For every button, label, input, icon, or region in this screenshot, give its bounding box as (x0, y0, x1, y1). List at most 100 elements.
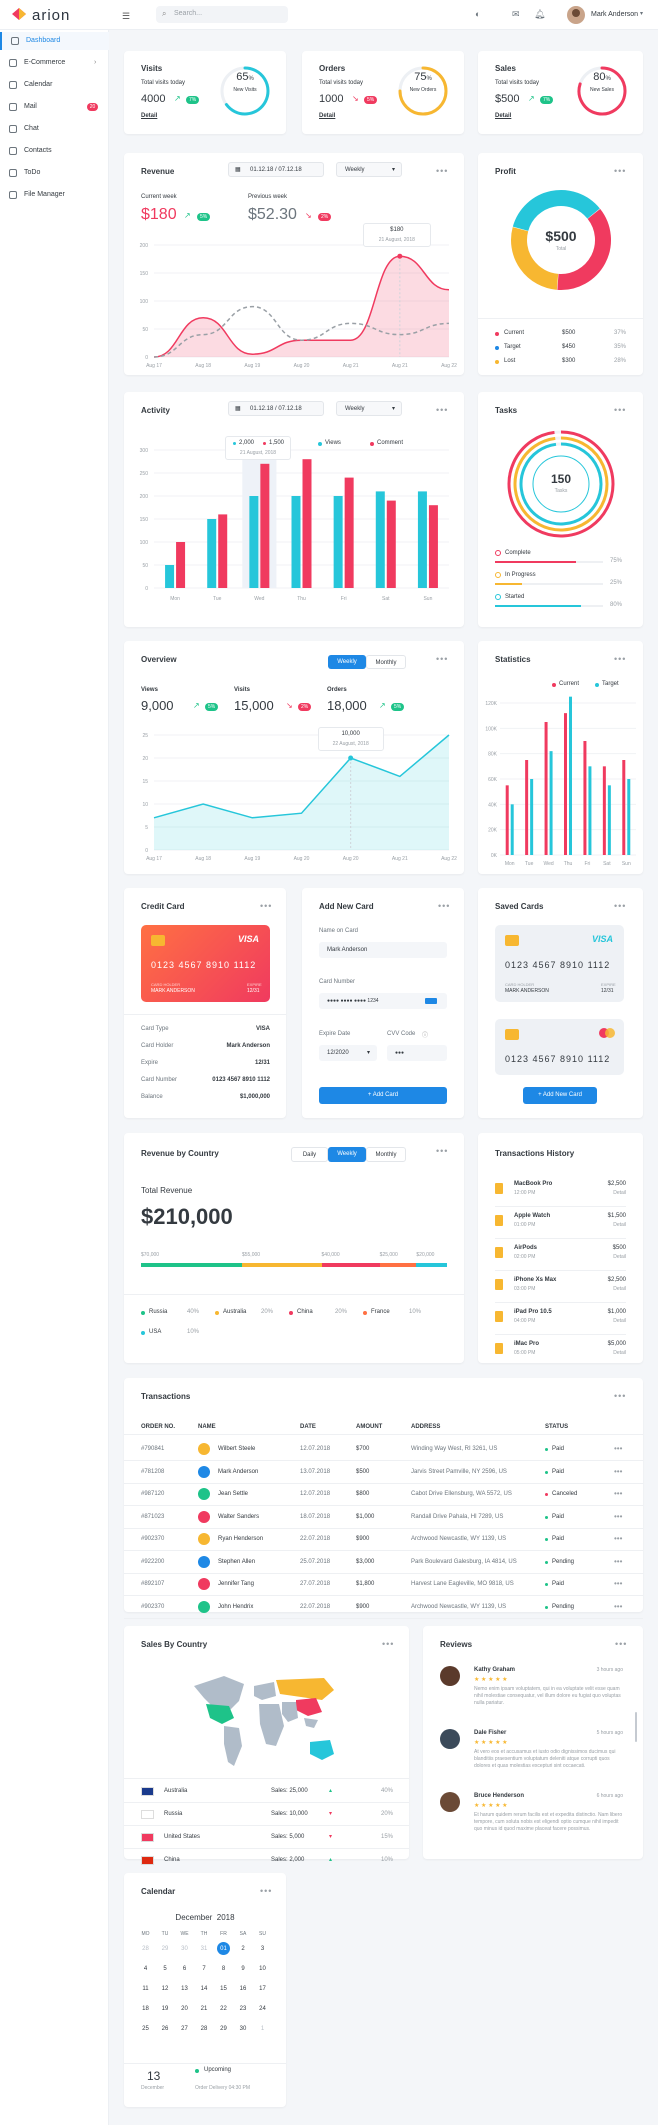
calendar-day[interactable]: 16 (239, 1986, 247, 1992)
search-box[interactable]: ⌕ Search... (156, 6, 288, 23)
info-icon[interactable]: ⓘ (422, 1033, 429, 1039)
detail-link[interactable]: Detail (613, 1222, 626, 1228)
sidebar-item-contacts[interactable]: Contacts (0, 142, 109, 160)
more-icon[interactable]: ••• (614, 1489, 623, 1498)
tab-weekly[interactable]: Weekly (328, 1147, 366, 1162)
mail-icon[interactable]: ✉ (512, 9, 520, 19)
calendar-day[interactable]: 01 (220, 1946, 227, 1952)
calendar-day[interactable]: 31 (200, 1946, 208, 1952)
sidebar-item-mail[interactable]: Mail 20 (0, 98, 109, 116)
language-icon[interactable]: ◐ (475, 9, 481, 19)
calendar-day[interactable]: 20 (181, 2006, 188, 2012)
period-select[interactable]: Weekly ▾ (336, 162, 402, 177)
chevron-down-icon[interactable]: ▾ (640, 11, 644, 17)
detail-link[interactable]: Detail (613, 1318, 626, 1324)
add-card-button[interactable]: + Add Card (319, 1087, 447, 1104)
table-row[interactable]: #987120 Jean Settle 12.07.2018 $800 Cabot Dr… (124, 1484, 643, 1506)
more-icon[interactable]: ••• (614, 1579, 623, 1588)
detail-link[interactable]: Detail (141, 113, 158, 119)
more-icon[interactable]: ••• (382, 1639, 395, 1649)
calendar-day[interactable]: 25 (142, 2026, 149, 2032)
more-icon[interactable]: ••• (436, 166, 449, 176)
table-row[interactable]: #922200 Stephen Allen 25.07.2018 $3,000 Park… (124, 1552, 643, 1574)
calendar-day[interactable]: 21 (200, 2006, 208, 2012)
bell-icon[interactable]: 🔔︎ (534, 9, 546, 19)
avatar[interactable] (567, 6, 585, 24)
calendar-day[interactable]: 1 (260, 2026, 265, 2032)
date-range-picker[interactable]: ▦ 01.12.18 / 07.12.18 (228, 401, 324, 416)
more-icon[interactable]: ••• (614, 1391, 627, 1401)
detail-link[interactable]: Detail (613, 1190, 626, 1196)
scrollbar[interactable] (635, 1712, 637, 1742)
more-icon[interactable]: ••• (614, 901, 627, 911)
calendar-day[interactable]: 4 (143, 1966, 148, 1972)
calendar-day[interactable]: 15 (220, 1986, 227, 1992)
calendar-day[interactable]: 26 (161, 2026, 169, 2032)
calendar-day[interactable]: 23 (239, 2006, 247, 2012)
user-name[interactable]: Mark Anderson (591, 11, 639, 18)
calendar-day[interactable]: 28 (142, 1946, 149, 1952)
table-row[interactable]: #902370 John Hendrix 22.07.2018 $900 Archwoo… (124, 1597, 643, 1619)
more-icon[interactable]: ••• (614, 1511, 623, 1521)
more-icon[interactable]: ••• (614, 1466, 623, 1476)
detail-link[interactable]: Detail (613, 1254, 626, 1260)
search-input[interactable]: Search... (174, 10, 203, 17)
date-range-picker[interactable]: ▦ 01.12.18 / 07.12.18 (228, 162, 324, 177)
calendar-day[interactable]: 29 (220, 2026, 227, 2032)
calendar-day[interactable]: 28 (200, 2026, 208, 2032)
calendar-day[interactable]: 14 (200, 1986, 208, 1992)
table-row[interactable]: #790841 Wilbert Steele 12.07.2018 $700 Windi… (124, 1439, 643, 1461)
calendar-day[interactable]: 19 (161, 2006, 169, 2012)
table-row[interactable]: #902370 Ryan Henderson 22.07.2018 $900 Archw… (124, 1529, 643, 1551)
more-icon[interactable]: ••• (615, 1639, 628, 1649)
detail-link[interactable]: Detail (319, 113, 336, 119)
card-number-field[interactable]: ●●●● ●●●● ●●●● 1234 (319, 993, 447, 1009)
more-icon[interactable]: ••• (436, 405, 449, 415)
calendar-day[interactable]: 7 (202, 1966, 206, 1972)
expire-date-select[interactable]: 12/2020 ▾ (319, 1045, 377, 1061)
calendar-day[interactable]: 30 (239, 2026, 247, 2032)
saved-card-2[interactable]: 0123 4567 8910 1112 (495, 1019, 624, 1075)
calendar-day[interactable]: 12 (161, 1986, 169, 1992)
tab-daily[interactable]: Daily (291, 1147, 328, 1162)
table-row[interactable]: #871023 Walter Sanders 18.07.2018 $1,000 Ran… (124, 1507, 643, 1529)
calendar-day[interactable]: 22 (220, 2006, 227, 2012)
calendar-day[interactable]: 11 (142, 1986, 149, 1992)
detail-link[interactable]: Detail (495, 113, 512, 119)
calendar-day[interactable]: 6 (182, 1966, 187, 1972)
more-icon[interactable]: ••• (436, 1146, 449, 1156)
sidebar-item-dashboard[interactable]: Dashboard (0, 32, 109, 50)
table-row[interactable]: #892107 Jennifer Tang 27.07.2018 $1,800 Harv… (124, 1574, 643, 1596)
more-icon[interactable]: ••• (614, 1601, 623, 1611)
more-icon[interactable]: ••• (260, 1886, 273, 1896)
calendar-day[interactable]: 3 (260, 1946, 265, 1952)
calendar-day[interactable]: 9 (241, 1966, 245, 1972)
calendar-day[interactable]: 5 (163, 1966, 167, 1972)
more-icon[interactable]: ••• (614, 654, 627, 664)
menu-icon[interactable]: ☰ (122, 11, 131, 21)
credit-card-visual[interactable]: VISA 0123 4567 8910 1112 CARD HOLDER MAR… (141, 925, 270, 1002)
add-new-card-button[interactable]: + Add New Card (523, 1087, 597, 1104)
calendar-day[interactable]: 2 (241, 1946, 245, 1952)
more-icon[interactable]: ••• (260, 901, 273, 911)
more-icon[interactable]: ••• (614, 1556, 623, 1566)
calendar-day[interactable]: 29 (161, 1946, 169, 1952)
more-icon[interactable]: ••• (614, 166, 627, 176)
calendar-day[interactable]: 18 (142, 2006, 149, 2012)
name-on-card-field[interactable]: Mark Anderson (319, 942, 447, 958)
more-icon[interactable]: ••• (614, 1534, 623, 1543)
calendar-day[interactable]: 10 (259, 1966, 266, 1972)
sidebar-item-ecommerce[interactable]: E-Commerce › (0, 54, 109, 72)
saved-card-1[interactable]: VISA 0123 4567 8910 1112 CARD HOLDER MAR… (495, 925, 624, 1002)
sidebar-item-todo[interactable]: ToDo (0, 164, 109, 182)
more-icon[interactable]: ••• (614, 1444, 623, 1453)
sidebar-item-calendar[interactable]: Calendar (0, 76, 109, 94)
period-select[interactable]: Weekly ▾ (336, 401, 402, 416)
detail-link[interactable]: Detail (613, 1350, 626, 1356)
cvv-field[interactable]: ●●● (387, 1045, 447, 1061)
calendar-day[interactable]: 8 (221, 1966, 226, 1972)
sidebar-item-chat[interactable]: Chat (0, 120, 109, 138)
tab-monthly[interactable]: Monthly (366, 1147, 406, 1162)
table-row[interactable]: #781208 Mark Anderson 13.07.2018 $500 Jarvis… (124, 1462, 643, 1484)
calendar-day[interactable]: 30 (181, 1946, 188, 1952)
